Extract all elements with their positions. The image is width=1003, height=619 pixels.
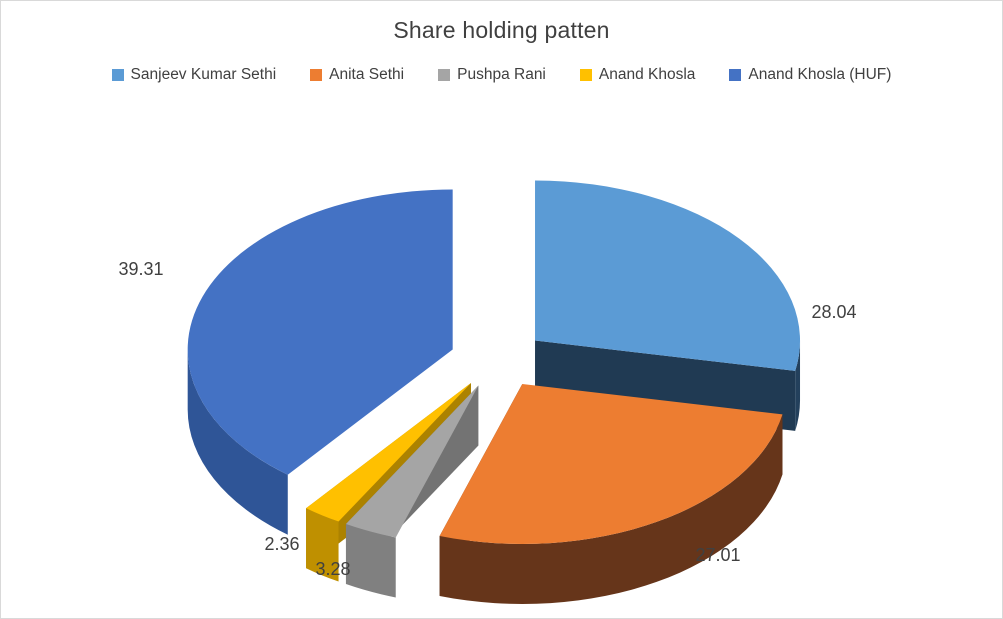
legend-label-anita-sethi: Anita Sethi — [329, 66, 405, 83]
legend-item-anita-sethi[interactable]: Anita Sethi — [310, 66, 404, 84]
data-label-anita-sethi: 27.01 — [695, 545, 740, 565]
legend-label-sanjeev-kumar-sethi: Sanjeev Kumar Sethi — [130, 66, 277, 83]
legend-swatch-pushpa-rani — [438, 69, 451, 81]
legend-swatch-anand-khosla — [579, 69, 592, 81]
data-label-anand-khosla-huf: 39.31 — [118, 259, 163, 279]
pie-data-labels-group: 28.04 27.01 3.28 2.36 39.31 — [118, 259, 856, 579]
legend-item-anand-khosla-huf[interactable]: Anand Khosla (HUF) — [729, 66, 891, 84]
pie-slice-anand-khosla-huf[interactable] — [187, 189, 453, 475]
legend-swatch-anita-sethi — [310, 69, 323, 81]
data-label-sanjeev-kumar-sethi: 28.04 — [811, 302, 856, 322]
legend-label-anand-khosla-huf: Anand Khosla (HUF) — [748, 66, 892, 83]
pie-chart-svg: 28.04 27.01 3.28 2.36 39.31 — [118, 180, 857, 604]
pie-slice-pushpa-rani[interactable] — [345, 385, 479, 538]
legend-swatch-anand-khosla-huf — [729, 69, 742, 81]
pie-slice-sanjeev-kumar-sethi[interactable] — [535, 180, 801, 371]
pie-slice-anita-sethi[interactable] — [439, 383, 783, 544]
pie-slice-outer-wall — [187, 349, 288, 535]
chart-title: Share holding patten — [393, 17, 610, 43]
pie-plot-area: 28.04 27.01 3.28 2.36 39.31 — [1, 101, 1002, 616]
legend-swatch-sanjeev-kumar-sethi — [111, 69, 124, 81]
pie-slice-outer-wall — [439, 414, 783, 604]
legend-item-pushpa-rani[interactable]: Pushpa Rani — [438, 66, 546, 84]
pie-slice-outer-wall — [345, 524, 396, 598]
data-label-anand-khosla: 2.36 — [264, 534, 299, 554]
pie-slice-radial-wall — [306, 382, 471, 569]
pie-slices-group — [187, 180, 801, 604]
legend-item-sanjeev-kumar-sethi[interactable]: Sanjeev Kumar Sethi — [111, 66, 277, 84]
pie-slice-outer-wall — [795, 340, 801, 431]
pie-slice-anand-khosla[interactable] — [306, 382, 471, 522]
legend-item-anand-khosla[interactable]: Anand Khosla — [579, 66, 696, 84]
chart-legend: Sanjeev Kumar Sethi Anita Sethi Pushpa R… — [1, 66, 1002, 84]
data-label-pushpa-rani: 3.28 — [315, 559, 350, 579]
pie-slice-outer-wall — [306, 508, 339, 582]
legend-label-anand-khosla: Anand Khosla — [598, 66, 696, 83]
legend-label-pushpa-rani: Pushpa Rani — [457, 66, 546, 83]
